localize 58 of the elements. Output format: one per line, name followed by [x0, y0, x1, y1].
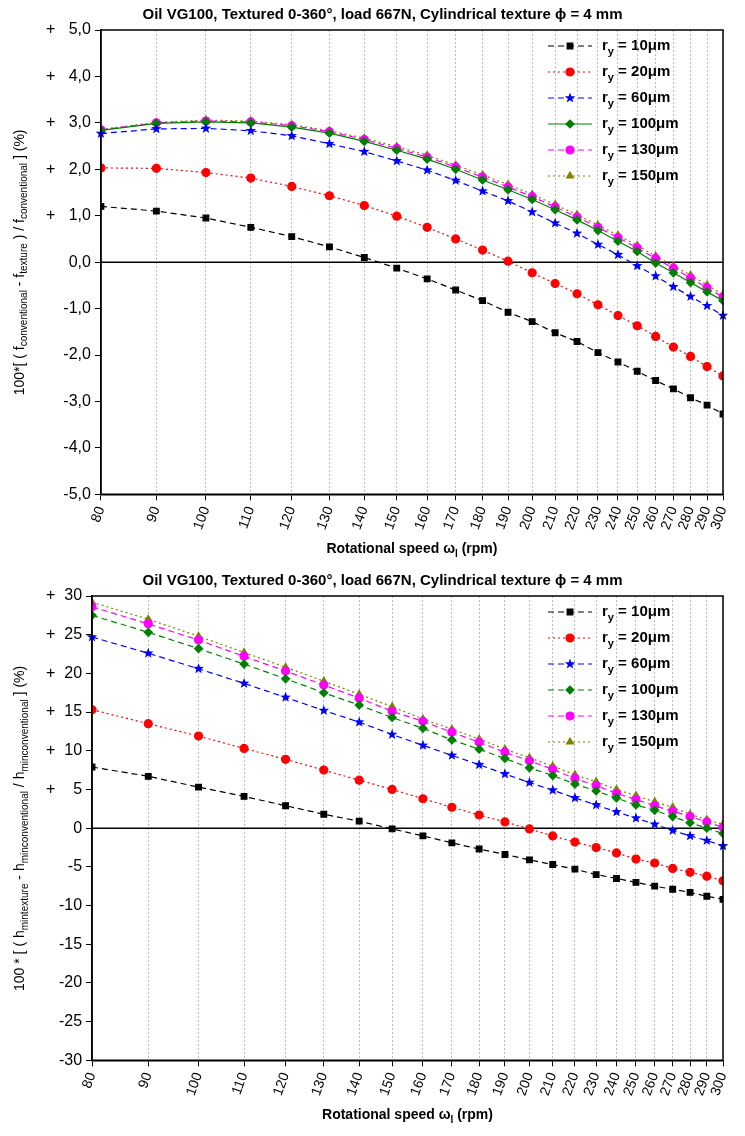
y-tick-label: + 30	[46, 586, 83, 604]
x-tick-label: 140	[347, 503, 371, 532]
y-tick-label: -25	[58, 1012, 83, 1030]
x-tick-label: 80	[87, 503, 108, 525]
y-tick-label: -5	[67, 857, 83, 875]
y-tick-label: + 2,0	[46, 159, 92, 177]
y-tick-label: -20	[58, 973, 83, 991]
x-tick-label: 220	[560, 503, 584, 532]
x-tick-label: 180	[466, 503, 490, 532]
x-tick-label: 180	[462, 1069, 486, 1098]
y-tick-label: + 25	[46, 625, 83, 643]
x-tick-label: 190	[488, 1069, 512, 1098]
y-tick-label: 0,0	[68, 252, 92, 270]
y-tick-label: + 10	[46, 741, 83, 759]
y-tick-label: -10	[58, 895, 83, 913]
x-tick-label: 210	[538, 503, 562, 532]
x-tick-label: 160	[406, 1069, 430, 1098]
x-tick-label: 90	[134, 1069, 155, 1091]
chart-title: Oil VG100, Textured 0-360°, load 667N, Cylindrical texture ϕ = 4 mm	[142, 5, 623, 23]
x-axis-title: Rotational speed ω$_{l}$ (rpm)	[322, 1106, 493, 1125]
y-tick-label: + 15	[46, 702, 83, 720]
x-tick-label: 150	[380, 503, 404, 532]
y-tick-label: -30	[58, 1050, 83, 1068]
x-tick-label: 170	[439, 503, 463, 532]
y-tick-label: + 3,0	[46, 113, 92, 131]
x-tick-label: 120	[275, 503, 299, 532]
x-tick-label: 80	[78, 1069, 99, 1091]
x-tick-label: 100	[189, 503, 213, 532]
x-tick-label: 160	[410, 503, 434, 532]
x-tick-label: 110	[234, 503, 258, 531]
x-tick-label: 100	[181, 1069, 206, 1098]
x-tick-label: 130	[312, 503, 336, 532]
x-axis-title: Rotational speed ω$_{l}$ (rpm)	[326, 540, 498, 559]
y-tick-label: -2,0	[63, 345, 92, 363]
y-tick-label: -4,0	[63, 438, 92, 456]
x-tick-label: 210	[536, 1069, 560, 1098]
y-tick-label: -15	[58, 934, 83, 952]
x-tick-label: 200	[512, 1069, 536, 1098]
x-tick-label: 200	[515, 503, 539, 532]
chart-title: Oil VG100, Textured 0-360°, load 667N, Cylindrical texture ϕ = 4 mm	[142, 571, 623, 589]
x-tick-label: 140	[342, 1069, 366, 1098]
x-tick-label: 130	[307, 1069, 331, 1098]
y-tick-label: -1,0	[63, 298, 92, 316]
y-tick-label: + 4,0	[46, 66, 92, 84]
x-tick-label: 190	[491, 503, 515, 532]
y-tick-label: + 20	[46, 663, 83, 681]
y-tick-label: + 1,0	[46, 206, 92, 224]
y-tick-label: -3,0	[63, 391, 92, 409]
x-tick-label: 220	[558, 1069, 582, 1098]
y-tick-label: 0	[73, 818, 83, 836]
x-tick-label: 110	[227, 1069, 251, 1097]
y-tick-label: + 5	[46, 779, 83, 797]
x-tick-label: 120	[269, 1069, 293, 1098]
y-tick-label: -5,0	[63, 484, 92, 502]
y-tick-label: + 5,0	[46, 20, 92, 38]
x-tick-label: 150	[375, 1069, 399, 1098]
x-tick-label: 170	[435, 1069, 459, 1098]
x-tick-label: 90	[142, 503, 163, 525]
